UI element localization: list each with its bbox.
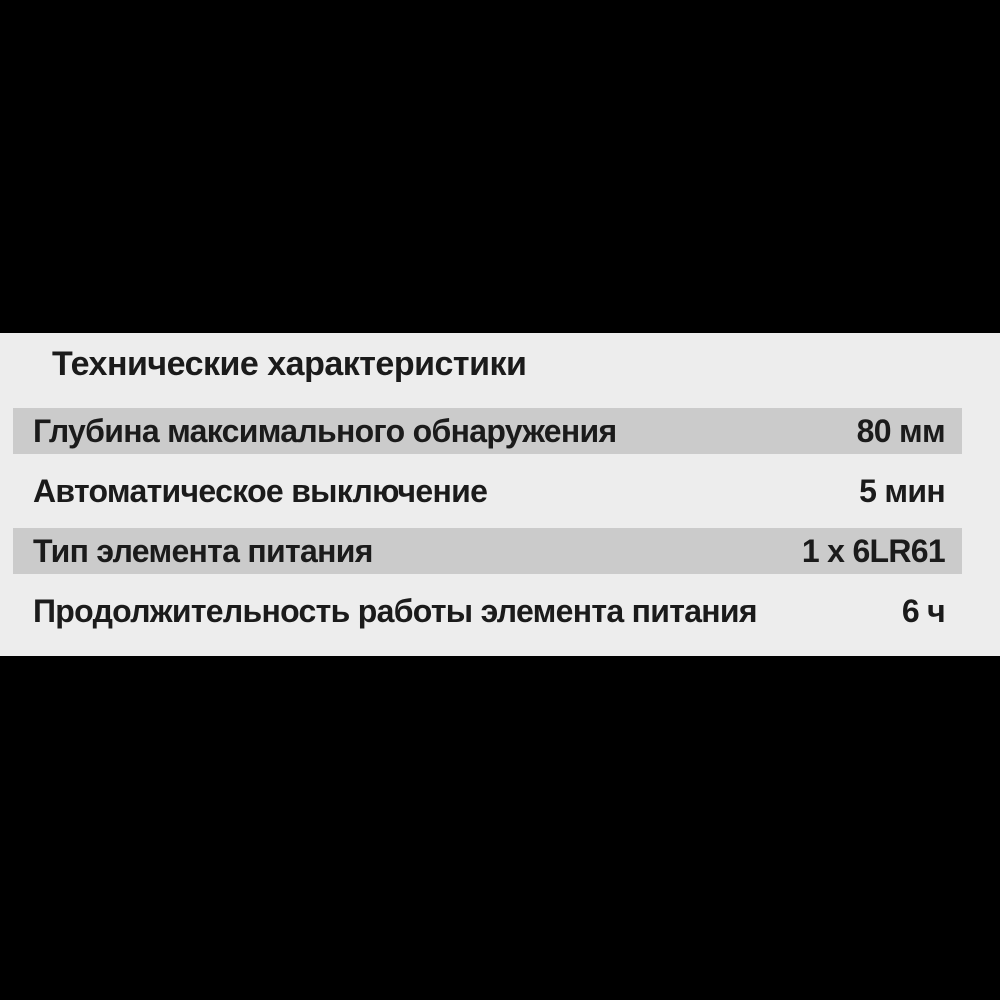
- spec-row: Автоматическое выключение 5 мин: [13, 468, 962, 514]
- spec-label: Автоматическое выключение: [33, 472, 488, 509]
- spec-value: 5 мин: [859, 472, 946, 509]
- top-black-margin: [0, 0, 1000, 333]
- spec-label: Глубина максимального обнаружения: [33, 412, 617, 449]
- spec-label: Тип элемента питания: [33, 532, 373, 569]
- bottom-black-margin: [0, 656, 1000, 1000]
- spec-row: Глубина максимального обнаружения 80 мм: [13, 408, 962, 454]
- spec-row: Продолжительность работы элемента питани…: [13, 588, 962, 634]
- spec-value: 1 x 6LR61: [801, 532, 946, 569]
- spec-panel: Технические характеристики Глубина макси…: [0, 333, 1000, 656]
- spec-value: 6 ч: [901, 592, 946, 629]
- spec-value: 80 мм: [856, 412, 946, 449]
- spec-row: Тип элемента питания 1 x 6LR61: [13, 528, 962, 574]
- spec-rows: Глубина максимального обнаружения 80 мм …: [13, 408, 962, 648]
- spec-panel-title: Технические характеристики: [52, 345, 527, 383]
- spec-label: Продолжительность работы элемента питани…: [33, 592, 758, 629]
